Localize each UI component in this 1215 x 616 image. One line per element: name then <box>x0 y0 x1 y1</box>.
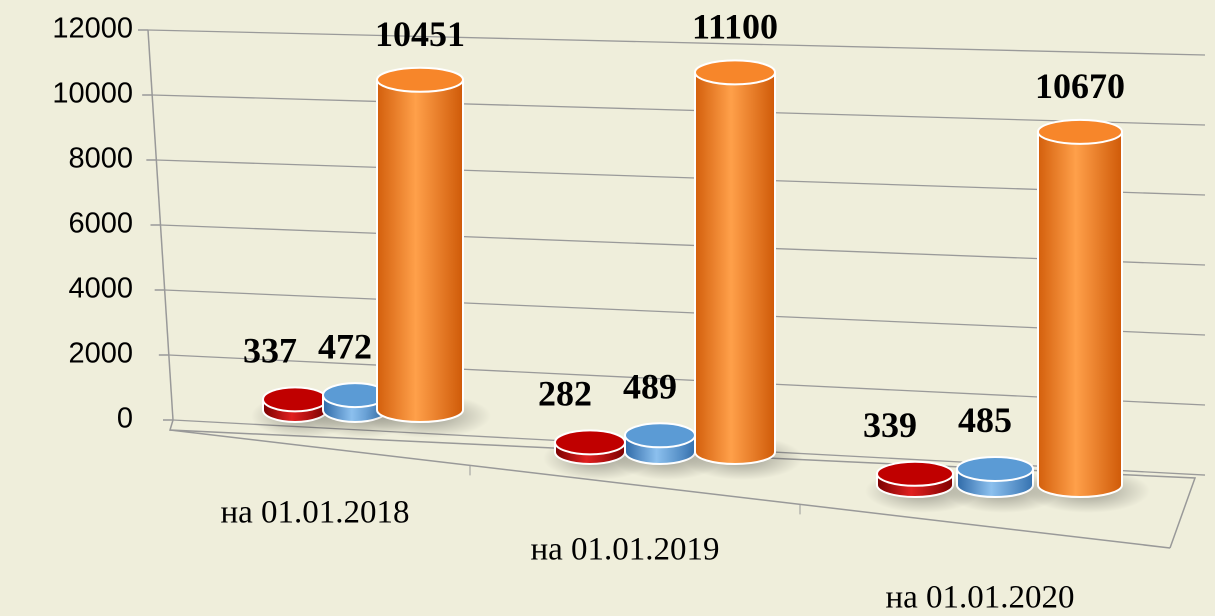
value-label: 10670 <box>1035 66 1125 106</box>
value-label: 282 <box>538 374 592 414</box>
grid-line <box>168 354 1206 406</box>
value-label: 337 <box>243 331 297 371</box>
x-tick-label: на 01.01.2020 <box>885 580 1074 616</box>
bar-top <box>376 66 464 93</box>
y-tick-label: 0 <box>117 403 133 435</box>
bar-top <box>1037 118 1123 145</box>
grid-line <box>156 159 1206 196</box>
bar-top <box>554 429 626 456</box>
bar <box>694 71 776 465</box>
y-tick-label: 12000 <box>52 13 133 45</box>
y-tick-label: 2000 <box>68 338 133 370</box>
value-label: 472 <box>318 326 372 366</box>
y-tick-label: 4000 <box>68 273 133 305</box>
value-label: 11100 <box>692 7 778 47</box>
grid-line <box>147 29 1206 56</box>
bar-top <box>694 59 776 86</box>
y-tick-label: 8000 <box>68 143 133 175</box>
x-tick-label: на 01.01.2019 <box>530 532 719 568</box>
value-label: 10451 <box>375 14 465 54</box>
y-tick-label: 10000 <box>52 78 133 110</box>
bar <box>376 78 464 423</box>
grid-line <box>164 289 1206 336</box>
value-label: 485 <box>958 400 1012 440</box>
bar-top <box>876 460 954 487</box>
bar-top <box>956 455 1034 482</box>
grid-line <box>160 224 1206 266</box>
bar <box>1037 130 1123 498</box>
bar-top <box>624 422 696 449</box>
floor-front <box>169 429 1171 549</box>
y-tick-label: 6000 <box>68 208 133 240</box>
value-label: 489 <box>623 367 677 407</box>
grid-line <box>152 94 1206 126</box>
value-label: 339 <box>863 405 917 445</box>
x-tick-label: на 01.01.2018 <box>220 495 409 531</box>
